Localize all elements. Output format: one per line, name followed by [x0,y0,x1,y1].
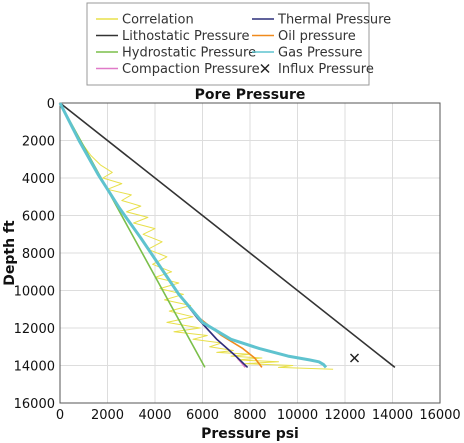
y-tick-label: 12000 [14,322,55,337]
chart-title: Pore Pressure [195,87,306,103]
y-tick-label: 16000 [14,397,55,412]
x-tick-label: 0 [56,408,64,423]
series-line-correlation [59,102,334,370]
x-tick-label: 2000 [91,408,124,423]
y-tick-label: 6000 [22,210,55,225]
influx-pressure-point [349,353,360,363]
x-tick-label: 12000 [324,408,365,423]
x-axis-ticks: 0 2000 4000 6000 8000 10000 12000 14000 16000 [56,408,461,423]
legend-entry: Hydrostatic Pressure [122,46,256,61]
y-axis-ticks: 0 2000 4000 6000 8000 10000 12000 14000 16000 [14,97,55,412]
x-tick-label: 8000 [233,408,266,423]
legend-box [86,2,370,86]
series-line-lithostatic-pressure [59,102,396,369]
plot-area [59,102,441,404]
x-tick-label: 4000 [138,408,171,423]
x-tick-label: 16000 [419,408,460,423]
legend: Correlation Thermal Pressure Lithostatic P… [96,13,391,77]
legend-entry: Influx Pressure [278,62,374,77]
series-group [58,102,396,370]
x-axis-title: Pressure psi [201,426,299,442]
x-tick-label: 14000 [372,408,413,423]
legend-entry: Thermal Pressure [277,13,391,28]
legend-entry: Oil pressure [278,29,356,44]
y-tick-label: 4000 [22,172,55,187]
series-line-gas-pressure [58,102,328,369]
y-axis-title: Depth ft [2,220,18,286]
y-tick-label: 2000 [22,135,55,150]
legend-entry: Gas Pressure [278,46,362,61]
legend-swatch [260,63,270,74]
y-tick-label: 0 [47,97,55,112]
y-tick-label: 14000 [14,360,55,375]
x-tick-label: 10000 [277,408,318,423]
legend-entry: Correlation [122,13,194,28]
y-tick-label: 8000 [22,247,55,262]
legend-entry: Lithostatic Pressure [122,29,249,44]
y-tick-label: 10000 [14,285,55,300]
legend-entry: Compaction Pressure [122,62,260,77]
x-tick-label: 6000 [186,408,219,423]
